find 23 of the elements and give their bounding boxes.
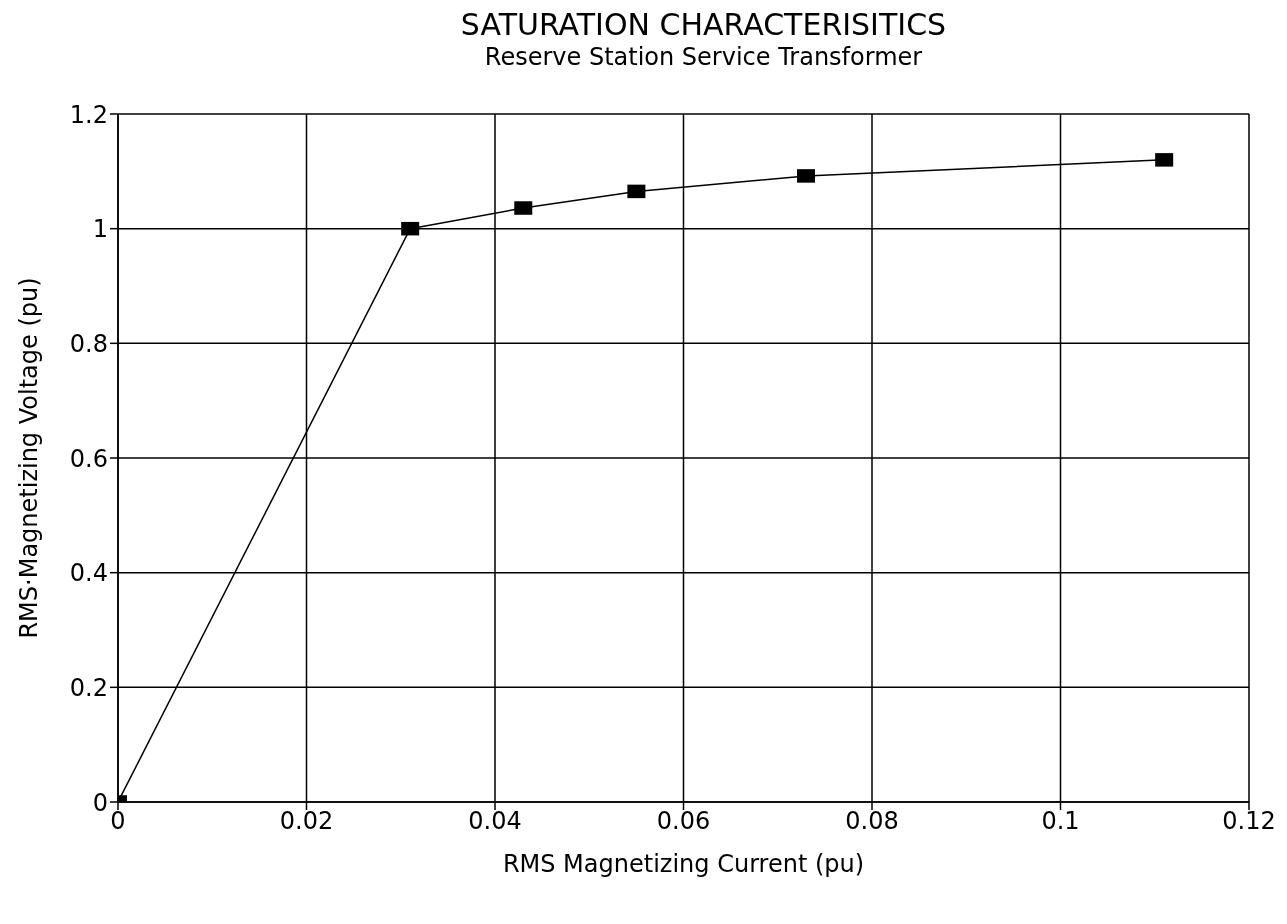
x-tick-label: 0.08 xyxy=(845,807,899,836)
point xyxy=(1155,153,1174,167)
x-tick-label: 0.04 xyxy=(468,807,522,836)
x-tick-label: 0.1 xyxy=(1041,807,1080,836)
chart-subtitle: Reserve Station Service Transformer xyxy=(483,42,924,72)
x-tick-label: 0 xyxy=(110,807,126,836)
x-tick-label: 0.02 xyxy=(279,807,334,836)
chart-title: SATURATION CHARACTERISITICS xyxy=(459,7,948,42)
y-tick-label: 0 xyxy=(92,788,108,817)
point xyxy=(401,221,420,236)
y-tick-label: 1.2 xyxy=(69,100,108,129)
y-tick-label: 0.6 xyxy=(69,444,108,473)
y-tick-label: 0.4 xyxy=(69,559,108,588)
y-axis-title: RMS·Magnetizing Voltage (pu) xyxy=(14,277,43,639)
y-tick-label: 1 xyxy=(92,215,108,244)
point xyxy=(627,184,646,199)
x-tick-label: 0.06 xyxy=(656,807,711,836)
point xyxy=(514,201,533,215)
x-axis-title: RMS Magnetizing Current (pu) xyxy=(502,850,865,878)
x-tick-label: 0.12 xyxy=(1222,807,1276,836)
y-tick-label: 0.8 xyxy=(69,329,108,358)
y-tick-label: 0.2 xyxy=(69,673,108,702)
point xyxy=(797,169,816,183)
